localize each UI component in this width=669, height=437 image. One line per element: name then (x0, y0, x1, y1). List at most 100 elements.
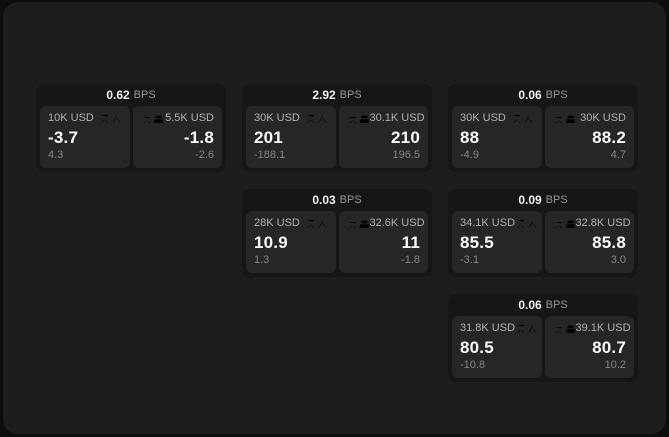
quote-card: 0.03 BPS 28K USD 10.9 1.3 32.6K USD 11 -… (242, 189, 432, 277)
bps-value: 0.62 (106, 88, 130, 102)
sell-char-icon (553, 323, 564, 334)
buy-pane[interactable]: 34.1K USD 85.5 -3.1 (452, 211, 542, 273)
out-char-icon (359, 218, 370, 229)
sell-char-icon (347, 113, 358, 124)
bps-unit-label: BPS (545, 194, 568, 206)
enter-char-icon (111, 113, 122, 124)
card-body: 28K USD 10.9 1.3 32.6K USD 11 -1.8 (242, 211, 432, 277)
sell-sub-value: 196.5 (392, 149, 420, 161)
sell-char-icon (553, 113, 564, 124)
out-char-icon (565, 218, 576, 229)
card-header: 0.06 BPS (448, 294, 638, 316)
bps-value: 0.09 (518, 193, 542, 207)
buy-size-label: 10K USD (48, 112, 94, 124)
buy-label (511, 113, 534, 124)
quote-card: 0.09 BPS 34.1K USD 85.5 -3.1 32.8K USD 8… (448, 189, 638, 277)
buy-size-label: 30K USD (460, 112, 506, 124)
sell-label (347, 218, 370, 229)
card-body: 10K USD -3.7 4.3 5.5K USD -1.8 -2.6 (36, 106, 226, 172)
sell-sub-value: 4.7 (610, 149, 626, 161)
card-body: 31.8K USD 80.5 -10.8 39.1K USD 80.7 10.2 (448, 316, 638, 382)
buy-label (305, 113, 328, 124)
buy-char-icon (515, 218, 526, 229)
buy-pane[interactable]: 30K USD 201 -188.1 (246, 106, 336, 168)
buy-sub-value: -188.1 (254, 149, 286, 161)
bps-value: 0.03 (312, 193, 336, 207)
sell-value: 88.2 (592, 128, 626, 147)
enter-char-icon (527, 323, 538, 334)
sell-pane[interactable]: 5.5K USD -1.8 -2.6 (132, 106, 222, 168)
buy-value: 80.5 (460, 338, 494, 357)
sell-label (347, 113, 370, 124)
sell-size-label: 5.5K USD (165, 112, 214, 124)
buy-label (99, 113, 122, 124)
sell-char-icon (141, 113, 152, 124)
sell-char-icon (553, 218, 564, 229)
buy-value: -3.7 (48, 128, 79, 147)
sell-sub-value: -2.6 (195, 149, 214, 161)
out-char-icon (565, 113, 576, 124)
buy-size-label: 28K USD (254, 217, 300, 229)
sell-value: 11 (401, 233, 420, 252)
quote-cards-grid: 0.62 BPS 10K USD -3.7 4.3 5.5K USD -1.8 … (36, 84, 638, 382)
buy-pane[interactable]: 28K USD 10.9 1.3 (246, 211, 336, 273)
card-header: 0.06 BPS (448, 84, 638, 106)
quote-card: 0.06 BPS 30K USD 88 -4.9 30K USD 88.2 4.… (448, 84, 638, 172)
card-body: 30K USD 201 -188.1 30.1K USD 210 196.5 (242, 106, 432, 172)
sell-label (553, 323, 576, 334)
sell-value: 210 (391, 128, 420, 147)
card-header: 2.92 BPS (242, 84, 432, 106)
buy-char-icon (305, 218, 316, 229)
sell-label (141, 113, 164, 124)
enter-char-icon (317, 218, 328, 229)
out-char-icon (359, 113, 370, 124)
sell-char-icon (347, 218, 358, 229)
buy-sub-value: -10.8 (460, 359, 486, 371)
quote-card: 0.62 BPS 10K USD -3.7 4.3 5.5K USD -1.8 … (36, 84, 226, 172)
sell-size-label: 32.6K USD (369, 217, 425, 229)
sell-pane[interactable]: 32.6K USD 11 -1.8 (338, 211, 428, 273)
buy-sub-value: -3.1 (460, 254, 479, 266)
sell-size-label: 30.1K USD (369, 112, 425, 124)
buy-pane[interactable]: 30K USD 88 -4.9 (452, 106, 542, 168)
sell-size-label: 39.1K USD (575, 322, 631, 334)
card-body: 34.1K USD 85.5 -3.1 32.8K USD 85.8 3.0 (448, 211, 638, 277)
sell-label (553, 218, 576, 229)
sell-size-label: 32.8K USD (575, 217, 631, 229)
out-char-icon (153, 113, 164, 124)
buy-char-icon (515, 323, 526, 334)
sell-label (553, 113, 576, 124)
buy-size-label: 34.1K USD (460, 217, 516, 229)
bps-unit-label: BPS (545, 89, 568, 101)
bps-value: 2.92 (312, 88, 336, 102)
sell-sub-value: -1.8 (401, 254, 420, 266)
sell-pane[interactable]: 32.8K USD 85.8 3.0 (544, 211, 634, 273)
buy-value: 85.5 (460, 233, 494, 252)
buy-char-icon (305, 113, 316, 124)
sell-sub-value: 10.2 (604, 359, 626, 371)
buy-value: 201 (254, 128, 283, 147)
sell-size-label: 30K USD (580, 112, 626, 124)
sell-pane[interactable]: 30.1K USD 210 196.5 (338, 106, 428, 168)
enter-char-icon (317, 113, 328, 124)
card-header: 0.62 BPS (36, 84, 226, 106)
buy-pane[interactable]: 10K USD -3.7 4.3 (40, 106, 130, 168)
card-body: 30K USD 88 -4.9 30K USD 88.2 4.7 (448, 106, 638, 172)
sell-pane[interactable]: 30K USD 88.2 4.7 (544, 106, 634, 168)
sell-value: -1.8 (183, 128, 214, 147)
quote-card: 0.06 BPS 31.8K USD 80.5 -10.8 39.1K USD … (448, 294, 638, 382)
buy-char-icon (99, 113, 110, 124)
sell-pane[interactable]: 39.1K USD 80.7 10.2 (544, 316, 634, 378)
bps-value: 0.06 (518, 298, 542, 312)
quote-card: 2.92 BPS 30K USD 201 -188.1 30.1K USD 21… (242, 84, 432, 172)
buy-char-icon (511, 113, 522, 124)
buy-value: 10.9 (254, 233, 288, 252)
buy-label (305, 218, 328, 229)
sell-value: 85.8 (592, 233, 626, 252)
enter-char-icon (523, 113, 534, 124)
buy-pane[interactable]: 31.8K USD 80.5 -10.8 (452, 316, 542, 378)
bps-unit-label: BPS (545, 299, 568, 311)
buy-label (515, 218, 538, 229)
card-header: 0.03 BPS (242, 189, 432, 211)
buy-sub-value: 4.3 (48, 149, 64, 161)
